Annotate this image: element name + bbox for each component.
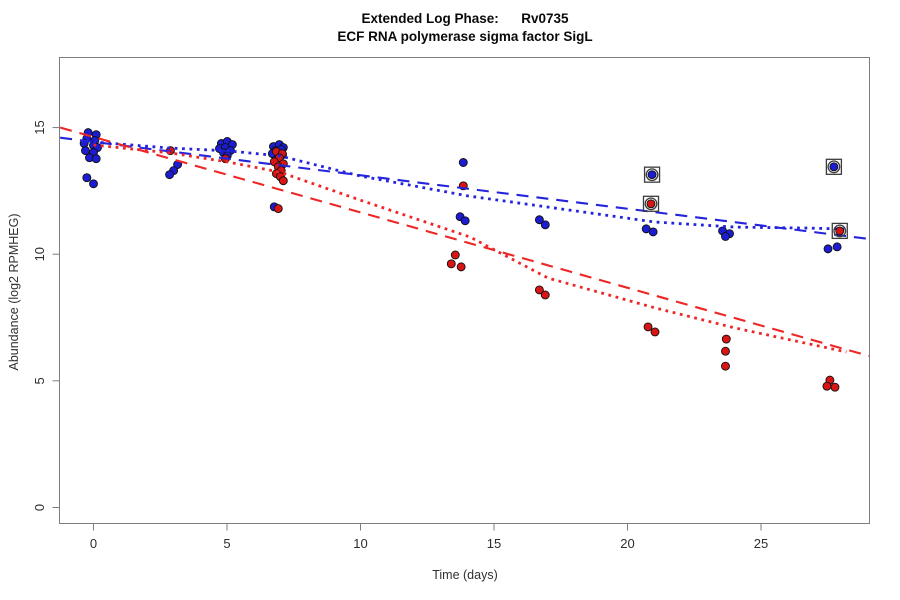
outlier-square-marker — [831, 222, 848, 240]
outlier-point-blue — [829, 162, 839, 172]
data-point-blue — [832, 242, 842, 252]
regression-line-red — [59, 126, 870, 358]
x-tick-label: 25 — [754, 536, 768, 551]
data-point-red — [643, 322, 653, 332]
data-point-red — [830, 382, 840, 392]
data-point-blue — [165, 170, 175, 180]
plot-subtitle: ECF RNA polymerase sigma factor SigL — [337, 29, 593, 44]
data-point-red — [721, 334, 731, 344]
data-points-red — [165, 146, 840, 392]
regression-line-blue — [59, 136, 870, 241]
outlier-square-marker — [642, 195, 660, 212]
x-tick-label: 5 — [223, 536, 230, 551]
data-point-blue — [91, 154, 101, 164]
outlier-point-blue — [647, 170, 657, 180]
y-tick-label: 5 — [32, 377, 47, 384]
data-point-blue — [540, 220, 550, 230]
lowess-line-blue — [93, 140, 847, 231]
x-tick-label: 20 — [620, 536, 634, 551]
plot-title: Extended Log Phase: Rv0735 — [361, 11, 569, 26]
x-tick-label: 0 — [90, 536, 97, 551]
data-point-red — [822, 381, 832, 391]
data-point-red — [650, 327, 660, 337]
data-point-blue — [721, 232, 730, 241]
data-point-red — [540, 290, 550, 300]
data-point-blue — [81, 146, 90, 156]
outlier-square-marker — [825, 158, 843, 175]
trend-lines-red — [59, 126, 870, 358]
data-point-blue — [82, 173, 92, 183]
outlier-points-blue — [643, 158, 843, 183]
y-tick-label: 15 — [32, 120, 47, 134]
data-point-blue — [458, 158, 468, 167]
y-axis: 0 5 10 15 — [32, 120, 60, 511]
outlier-point-red — [646, 199, 656, 209]
data-point-blue — [534, 215, 544, 225]
data-point-red — [273, 204, 283, 214]
x-tick-label: 10 — [353, 536, 367, 551]
data-point-blue — [89, 179, 98, 189]
data-point-blue — [460, 216, 470, 226]
y-tick-label: 0 — [32, 504, 47, 511]
outlier-point-red — [835, 226, 845, 236]
y-tick-label: 10 — [32, 247, 47, 261]
outlier-points-red — [642, 195, 848, 240]
lowess-line-red — [93, 143, 847, 354]
x-axis-label: Time (days) — [432, 568, 498, 582]
trend-lines-blue — [59, 136, 870, 241]
data-point-red — [534, 285, 544, 295]
data-point-blue — [648, 227, 658, 237]
data-point-red — [721, 346, 730, 356]
data-point-red — [721, 361, 730, 371]
data-point-red — [446, 259, 456, 269]
data-point-red — [278, 176, 288, 186]
outlier-circle-marker — [645, 168, 659, 182]
data-point-red — [456, 262, 466, 272]
x-tick-label: 15 — [487, 536, 501, 551]
data-point-blue — [823, 244, 833, 254]
outlier-circle-marker — [827, 160, 841, 174]
data-point-red — [450, 250, 460, 260]
x-axis: 0 5 10 15 20 25 — [90, 523, 768, 551]
plot-title-block: Extended Log Phase: Rv0735 ECF RNA polym… — [60, 10, 870, 46]
outlier-circle-marker — [644, 197, 658, 211]
outlier-circle-marker — [833, 224, 847, 238]
outlier-square-marker — [643, 166, 661, 183]
plot-box — [59, 57, 870, 524]
